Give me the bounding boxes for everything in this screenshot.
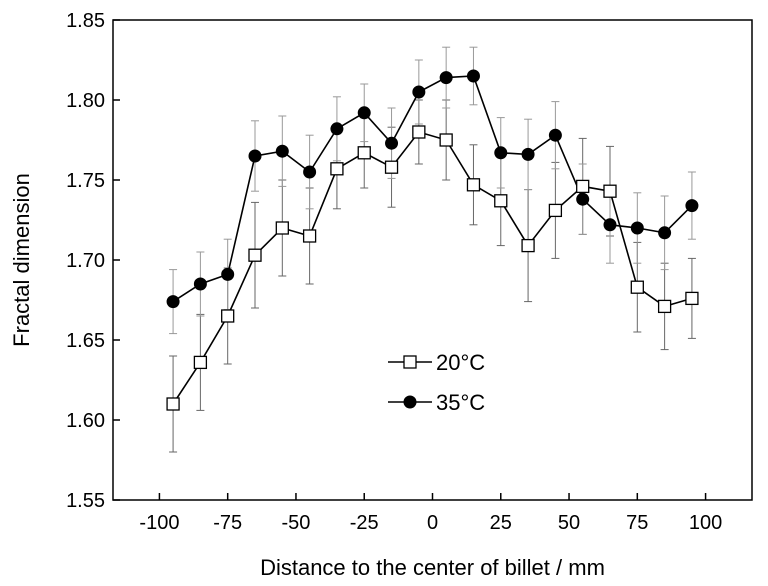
data-point [275, 144, 289, 158]
x-tick-label: -75 [213, 512, 242, 534]
x-tick-label: 25 [490, 512, 512, 534]
data-point [548, 128, 562, 142]
data-point [330, 162, 344, 176]
data-point [603, 184, 617, 198]
data-point [303, 165, 317, 179]
x-tick-label: -100 [139, 512, 179, 534]
data-point [576, 192, 590, 206]
legend: 20°C 35°C [388, 350, 485, 415]
legend-label: 20°C [436, 350, 485, 375]
data-point [248, 149, 262, 163]
x-tick-label: -25 [350, 512, 379, 534]
data-point [466, 178, 481, 192]
data-point [685, 199, 699, 213]
data-markers [166, 69, 699, 411]
x-tick-label: -50 [282, 512, 311, 534]
legend-label: 35°C [436, 390, 485, 415]
y-tick-label: 1.55 [66, 490, 105, 512]
data-point [630, 280, 644, 294]
data-point [521, 238, 535, 253]
data-point [384, 160, 399, 174]
y-tick-label: 1.70 [66, 250, 105, 272]
plot-frame [112, 19, 753, 501]
x-tick-label: 0 [427, 512, 438, 534]
data-point [166, 397, 180, 411]
data-point [576, 179, 590, 194]
data-point [302, 229, 317, 243]
data-point [548, 203, 563, 218]
legend-marker [403, 395, 417, 409]
data-point [166, 295, 180, 309]
data-point [412, 85, 426, 99]
legend-marker [403, 355, 417, 369]
data-point [275, 221, 289, 235]
y-tick-label: 1.85 [66, 10, 105, 32]
data-point [521, 147, 535, 161]
x-tick-label: 75 [626, 512, 648, 534]
y-axis-ticks: 1.55 1.60 1.65 1.70 1.75 1.80 1.85 [66, 10, 120, 512]
data-point [357, 146, 371, 160]
x-axis-label: Distance to the center of billet / mm [260, 555, 605, 580]
data-point [439, 71, 453, 85]
data-point [193, 355, 208, 370]
data-point [494, 194, 508, 208]
y-tick-label: 1.65 [66, 330, 105, 352]
data-point [658, 226, 672, 240]
x-axis-ticks: -100 -75 -50 -25 0 25 50 75 100 [139, 493, 722, 534]
y-tick-label: 1.60 [66, 410, 105, 432]
x-tick-label: 100 [689, 512, 722, 534]
data-point [221, 309, 235, 323]
data-point [330, 122, 344, 136]
data-point [603, 218, 617, 232]
data-point [466, 69, 480, 83]
data-point [630, 221, 644, 235]
data-point [494, 146, 508, 160]
data-point [248, 248, 262, 262]
x-tick-label: 50 [558, 512, 580, 534]
y-tick-label: 1.75 [66, 170, 105, 192]
data-point [221, 267, 235, 281]
series-lines [172, 75, 693, 405]
data-point [357, 106, 371, 120]
data-point [439, 133, 453, 147]
data-point [412, 125, 426, 139]
data-point [385, 136, 399, 150]
data-point [193, 277, 207, 291]
data-point [657, 299, 672, 314]
y-tick-label: 1.80 [66, 90, 105, 112]
error-bars [169, 46, 696, 453]
y-axis-label: Fractal dimension [9, 173, 34, 347]
data-point [685, 291, 699, 306]
